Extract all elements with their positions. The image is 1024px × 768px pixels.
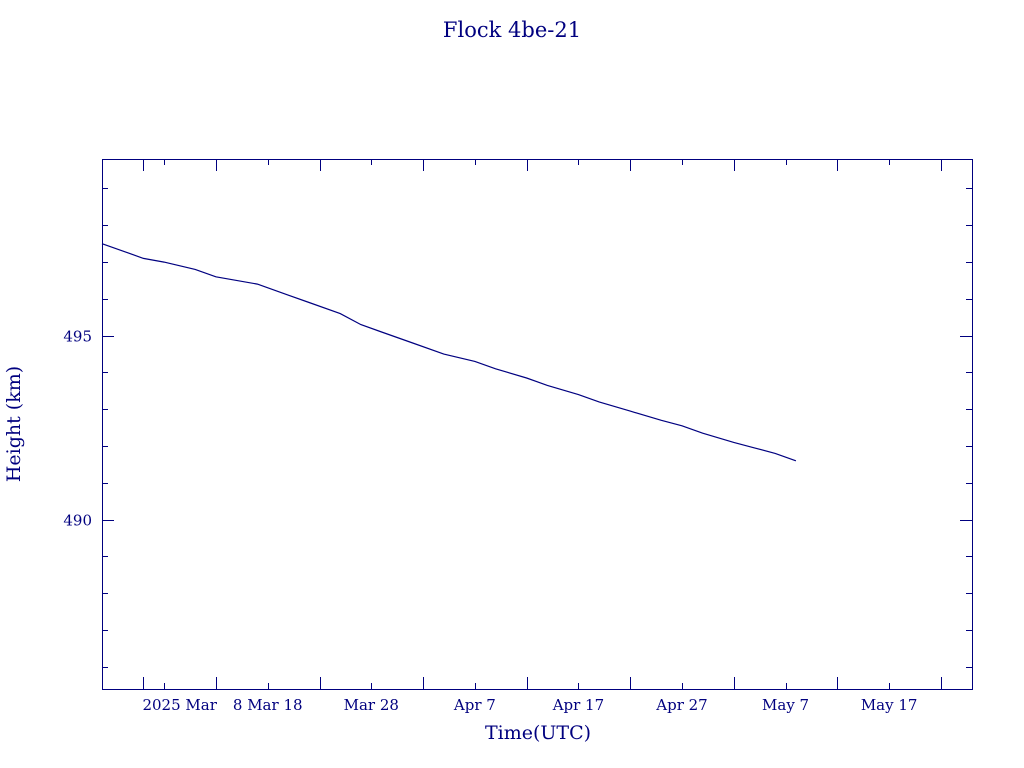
y-tick-label: 490 [63, 512, 92, 530]
x-tick-label: May 7 [762, 696, 809, 714]
x-tick-label: May 17 [861, 696, 918, 714]
axis-tick-labels: 2025 Mar 8 Mar 18 Mar 28 Apr 7 Apr 17 Apr 27 M… [63, 328, 917, 714]
x-tick-label: Apr 27 [655, 696, 707, 714]
y-axis-label: Height (km) [3, 366, 25, 482]
series-line [101, 243, 797, 462]
x-tick-label: 8 Mar 18 [233, 696, 303, 714]
axis-ticks [102, 159, 972, 689]
chart-title: Flock 4be-21 [443, 18, 581, 42]
x-tick-label: Mar 28 [344, 696, 399, 714]
plot-frame [102, 159, 973, 690]
x-axis-label: Time(UTC) [485, 722, 591, 744]
y-tick-label: 495 [63, 328, 92, 346]
x-tick-label: 2025 Mar [142, 696, 217, 714]
x-tick-label: Apr 7 [453, 696, 496, 714]
x-tick-label: Apr 17 [552, 696, 604, 714]
